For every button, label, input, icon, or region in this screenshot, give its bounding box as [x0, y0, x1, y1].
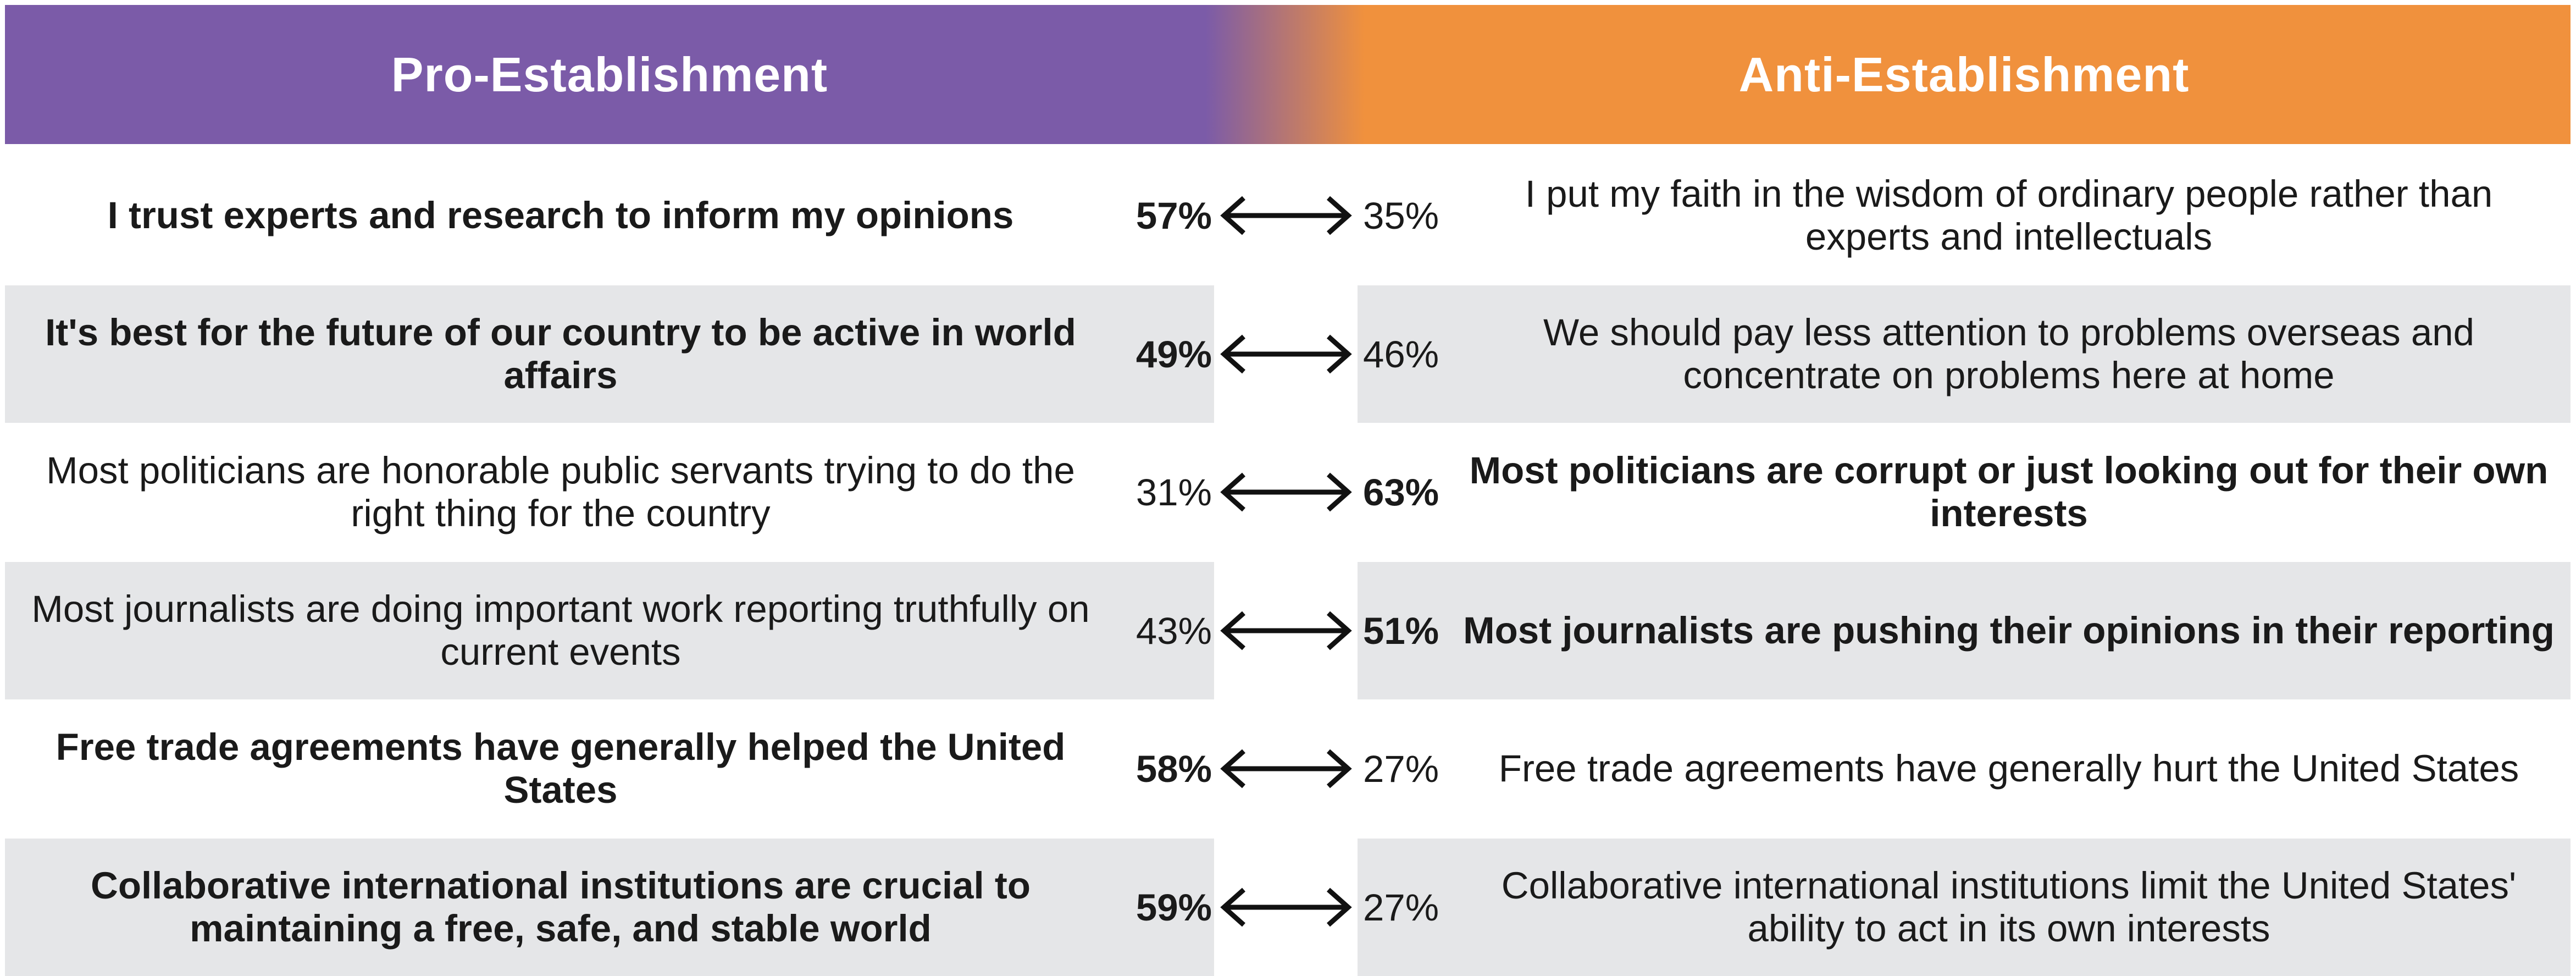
anti-percentage: 35% — [1363, 194, 1439, 237]
double-headed-arrow-icon — [1220, 196, 1352, 235]
anti-statement: Most politicians are corrupt or just loo… — [1469, 449, 2549, 534]
arrow-head-left — [1220, 334, 1245, 374]
anti-establishment-heading: Anti-Establishment — [1738, 47, 2190, 102]
table-row: Free trade agreements have generally hel… — [0, 700, 2576, 837]
row-fill-right — [1358, 285, 2571, 423]
arrow-head-left — [1220, 887, 1245, 927]
pro-percentage: 43% — [1135, 609, 1212, 652]
table-row: Most journalists are doing important wor… — [0, 562, 2576, 699]
anti-statement: Free trade agreements have generally hur… — [1498, 747, 2519, 790]
arrow-head-left — [1220, 749, 1245, 788]
pro-statement: I trust experts and research to inform m… — [107, 194, 1014, 236]
pro-statement: It's best for the future of our country … — [45, 311, 1076, 396]
pro-percentage: 31% — [1135, 471, 1212, 514]
pro-percentage: 59% — [1135, 886, 1212, 929]
arrow-head-right — [1327, 749, 1352, 788]
arrow-head-right — [1327, 196, 1352, 235]
header-band — [5, 5, 2571, 144]
pro-statement: Free trade agreements have generally hel… — [56, 726, 1066, 811]
arrow-head-right — [1327, 334, 1352, 374]
arrow-head-right — [1327, 611, 1352, 650]
anti-statement: Most journalists are pushing their opini… — [1463, 609, 2555, 652]
arrow-head-left — [1220, 196, 1245, 235]
anti-percentage: 27% — [1363, 886, 1439, 929]
row-fill-left — [5, 147, 1214, 284]
double-headed-arrow-icon — [1220, 334, 1352, 374]
row-background — [0, 423, 2576, 561]
row-background — [0, 562, 2576, 699]
row-fill-left — [5, 839, 1214, 976]
anti-percentage: 27% — [1363, 747, 1439, 790]
pro-percentage: 58% — [1135, 747, 1212, 790]
double-headed-arrow-icon — [1220, 749, 1352, 788]
arrow-head-left — [1220, 472, 1245, 512]
row-fill-right — [1358, 147, 2571, 284]
arrow-head-right — [1327, 472, 1352, 512]
row-background — [0, 700, 2576, 837]
row-fill-right — [1358, 839, 2571, 976]
pro-establishment-heading: Pro-Establishment — [391, 47, 828, 102]
row-fill-right — [1358, 423, 2571, 561]
arrow-head-right — [1327, 887, 1352, 927]
anti-percentage: 63% — [1363, 471, 1439, 514]
row-fill-left — [5, 700, 1214, 837]
pro-percentage: 57% — [1135, 194, 1212, 237]
table-row: It's best for the future of our country … — [0, 285, 2576, 423]
pro-statement: Collaborative international institutions… — [91, 864, 1031, 950]
row-background — [0, 839, 2576, 976]
row-background — [0, 285, 2576, 423]
table-row: Most politicians are honorable public se… — [0, 423, 2576, 561]
pro-percentage: 49% — [1135, 333, 1212, 376]
row-background — [0, 147, 2576, 284]
anti-percentage: 51% — [1363, 609, 1439, 652]
anti-percentage: 46% — [1363, 333, 1439, 376]
row-fill-left — [5, 562, 1214, 699]
pro-statement: Most journalists are doing important wor… — [31, 588, 1090, 673]
arrow-head-left — [1220, 611, 1245, 650]
pro-statement: Most politicians are honorable public se… — [46, 449, 1075, 534]
row-fill-left — [5, 285, 1214, 423]
anti-statement: We should pay less attention to problems… — [1543, 311, 2475, 396]
row-fill-left — [5, 423, 1214, 561]
double-headed-arrow-icon — [1220, 472, 1352, 512]
anti-statement: I put my faith in the wisdom of ordinary… — [1525, 173, 2493, 258]
row-fill-right — [1358, 700, 2571, 837]
double-headed-arrow-icon — [1220, 887, 1352, 927]
table-row: Collaborative international institutions… — [0, 839, 2576, 976]
anti-statement: Collaborative international institutions… — [1501, 864, 2517, 950]
row-fill-right — [1358, 562, 2571, 699]
table-row: I trust experts and research to inform m… — [0, 147, 2576, 284]
double-headed-arrow-icon — [1220, 611, 1352, 650]
